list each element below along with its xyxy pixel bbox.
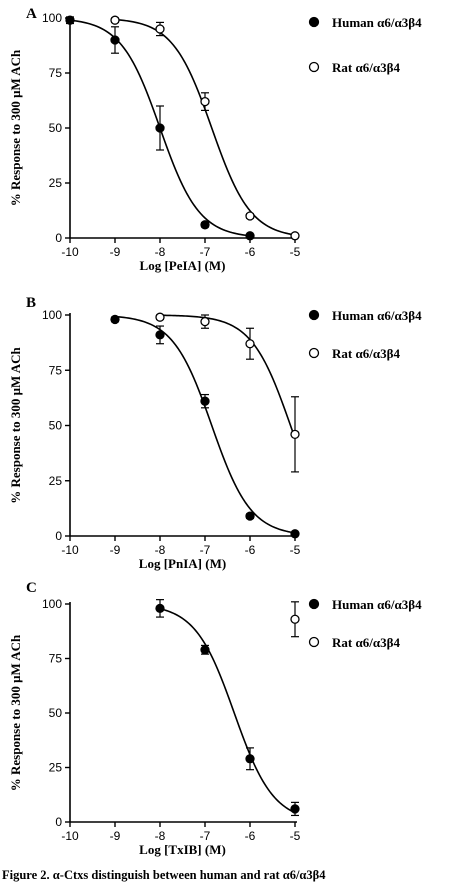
- y-tick-label: 75: [49, 652, 63, 666]
- y-axis-title: % Response to 300 μM ACh: [8, 634, 23, 791]
- x-tick-label: -7: [200, 543, 211, 557]
- series-rat: [110, 15, 300, 241]
- x-tick-label: -7: [200, 245, 211, 259]
- legend-marker: [308, 598, 320, 610]
- x-tick-label: -8: [155, 245, 166, 259]
- x-tick-label: -8: [155, 543, 166, 557]
- fit-curve: [114, 315, 296, 534]
- x-tick-label: -6: [245, 829, 256, 843]
- data-point: [245, 339, 255, 349]
- data-point: [290, 529, 300, 539]
- y-tick-label: 75: [49, 363, 63, 377]
- data-point: [290, 614, 300, 624]
- x-tick-label: -9: [110, 829, 121, 843]
- chart-panel-c: C 0 25 50 75 100 -10 -9 -8 -7 -6 -5 Log [TxIB] (M) % …: [8, 580, 422, 857]
- legend-marker: [308, 16, 320, 28]
- panel-letter: B: [26, 295, 36, 311]
- series-human: [155, 599, 300, 817]
- x-tick-label: -10: [61, 543, 79, 557]
- y-tick-label: 50: [49, 419, 63, 433]
- data-point: [155, 123, 165, 133]
- legend-label: Human α6/α3β4: [332, 308, 422, 323]
- y-tick-label: 100: [42, 11, 62, 25]
- data-point: [290, 804, 300, 814]
- data-point: [155, 312, 165, 322]
- y-tick-label: 25: [49, 474, 63, 488]
- x-tick-label: -9: [110, 543, 121, 557]
- data-point: [155, 330, 165, 340]
- data-point: [290, 429, 300, 439]
- y-tick-label: 0: [55, 529, 62, 543]
- data-point: [110, 15, 120, 25]
- x-tick-label: -5: [290, 829, 301, 843]
- legend-marker: [308, 61, 320, 73]
- legend-label: Rat α6/α3β4: [332, 60, 400, 75]
- y-tick-label: 50: [49, 121, 63, 135]
- y-tick-label: 100: [42, 597, 62, 611]
- legend-label: Rat α6/α3β4: [332, 346, 400, 361]
- data-point: [200, 96, 210, 107]
- x-tick-label: -5: [290, 543, 301, 557]
- chart-panels: A 0 25 50 75 100 -10 -9 -8 -7 -6 -5 Log [PeIA] (M) % …: [8, 6, 422, 857]
- x-axis-title: Log [PnIA] (M): [139, 556, 226, 571]
- x-tick-label: -10: [61, 245, 79, 259]
- legend-marker: [308, 636, 320, 648]
- y-tick-label: 0: [55, 815, 62, 829]
- data-point: [245, 754, 255, 764]
- data-point: [155, 603, 165, 614]
- series-human: [110, 314, 300, 539]
- panel-letter: A: [26, 6, 37, 22]
- x-tick-label: -8: [155, 829, 166, 843]
- data-point: [245, 231, 255, 241]
- y-tick-label: 0: [55, 231, 62, 245]
- legend-label: Rat α6/α3β4: [332, 635, 400, 650]
- x-tick-label: -7: [200, 829, 211, 843]
- figure-caption: Figure 2. α-Ctxs distinguish between hum…: [2, 868, 326, 882]
- data-point: [245, 511, 255, 521]
- fit-curve: [159, 607, 296, 814]
- series-rat: [155, 312, 300, 473]
- legend-label: Human α6/α3β4: [332, 597, 422, 612]
- data-point: [200, 220, 210, 230]
- data-point: [155, 24, 165, 34]
- data-point: [200, 645, 210, 655]
- x-tick-label: -9: [110, 245, 121, 259]
- fit-curve: [159, 314, 296, 439]
- data-point: [245, 211, 255, 221]
- series-human: [65, 15, 255, 241]
- data-point: [110, 314, 120, 325]
- series-rat: [290, 601, 300, 638]
- x-tick-label: -6: [245, 245, 256, 259]
- x-axis-title: Log [PeIA] (M): [140, 258, 226, 273]
- y-tick-label: 75: [49, 66, 63, 80]
- y-axis-title: % Response to 300 μM ACh: [8, 49, 23, 206]
- x-tick-label: -5: [290, 245, 301, 259]
- panel-letter: C: [26, 580, 37, 596]
- y-tick-label: 100: [42, 308, 62, 322]
- y-axis-title: % Response to 300 μM ACh: [8, 346, 23, 503]
- chart-panel-a: A 0 25 50 75 100 -10 -9 -8 -7 -6 -5 Log [PeIA] (M) % …: [8, 6, 422, 273]
- y-tick-label: 25: [49, 761, 63, 775]
- x-tick-label: -6: [245, 543, 256, 557]
- legend-marker: [308, 347, 320, 359]
- data-point: [290, 231, 300, 241]
- data-point: [200, 396, 210, 406]
- chart-panel-b: B 0 25 50 75 100 -10 -9 -8 -7 -6 -5 Log [PnIA] (M) % …: [8, 295, 422, 571]
- x-axis-title: Log [TxIB] (M): [139, 842, 226, 857]
- fit-curve: [114, 18, 296, 236]
- legend-label: Human α6/α3β4: [332, 15, 422, 30]
- data-point: [65, 15, 75, 25]
- data-point: [110, 35, 120, 45]
- legend-marker: [308, 309, 320, 321]
- y-tick-label: 25: [49, 176, 63, 190]
- y-tick-label: 50: [49, 706, 63, 720]
- data-point: [200, 316, 210, 327]
- x-tick-label: -10: [61, 829, 79, 843]
